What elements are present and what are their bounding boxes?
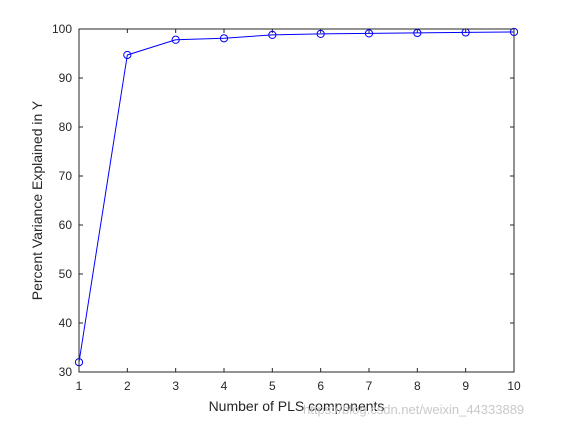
y-axis-label: Percent Variance Explained in Y — [29, 100, 45, 300]
x-tick-label: 6 — [317, 379, 324, 393]
x-tick-label: 9 — [462, 379, 469, 393]
y-tick-label: 80 — [59, 120, 73, 134]
y-tick-label: 50 — [59, 267, 73, 281]
y-tick-label: 60 — [59, 218, 73, 232]
data-point — [316, 29, 325, 39]
y-tick-label: 40 — [59, 316, 73, 330]
data-point — [171, 35, 180, 44]
x-tick-label: 5 — [269, 379, 276, 393]
x-tick-label: 2 — [124, 379, 131, 393]
data-point — [123, 50, 132, 60]
data-point — [268, 30, 277, 39]
data-point — [219, 34, 229, 43]
watermark-text: https://blog.csdn.net/weixin_44333889 — [303, 402, 525, 417]
x-axis-label: Number of PLS components — [209, 398, 385, 414]
x-tick-label: 3 — [172, 379, 179, 393]
y-tick-label: 70 — [59, 169, 73, 183]
x-tick-label: 8 — [414, 379, 421, 393]
series-line — [78, 31, 515, 363]
y-tick-label: 30 — [59, 365, 73, 379]
tick-labels: 1 2 3 4 5 6 7 8 9 10 30 40 50 60 70 80 90 100 — [52, 22, 521, 393]
y-tick-label: 100 — [52, 22, 72, 36]
x-tick-label: 1 — [76, 379, 83, 393]
plot-area-frame — [78, 28, 515, 373]
x-tick-label: 10 — [507, 379, 521, 393]
series-markers — [74, 27, 519, 367]
data-point — [364, 29, 374, 38]
axis-ticks — [78, 28, 515, 373]
x-tick-label: 4 — [221, 379, 228, 393]
y-tick-label: 90 — [59, 71, 73, 85]
x-tick-label: 7 — [366, 379, 373, 393]
